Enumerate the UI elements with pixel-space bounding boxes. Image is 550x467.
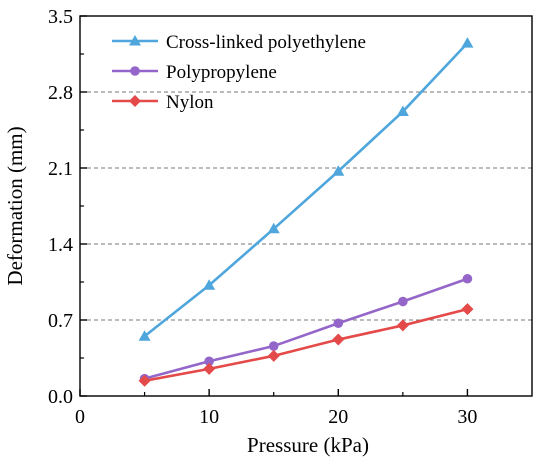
legend-item: Cross-linked polyethylene — [112, 32, 366, 53]
plot-area — [138, 37, 474, 387]
data-point — [396, 105, 409, 117]
series-line — [143, 42, 469, 338]
series-nylon — [138, 303, 474, 387]
grid-lines — [80, 91, 532, 321]
data-point — [203, 362, 216, 375]
legend-marker — [129, 35, 141, 46]
x-tick-label: 20 — [328, 406, 348, 428]
legend: Cross-linked polyethylene Polypropylene Ny… — [112, 32, 366, 113]
y-tick-label: 3.5 — [48, 6, 73, 28]
series-polypropylene — [139, 273, 473, 384]
x-axis-label: Pressure (kPa) — [247, 433, 369, 457]
x-tick-label: 0 — [75, 406, 85, 428]
y-axis-label: Deformation (mm) — [3, 126, 27, 285]
data-point — [333, 318, 344, 329]
data-point — [267, 349, 280, 362]
data-point — [461, 303, 474, 316]
axes: 0.0 0.7 1.4 2.1 2.8 3.5 0 10 20 30 — [48, 6, 533, 428]
legend-item: Polypropylene — [112, 62, 277, 83]
minor-ticks — [80, 53, 404, 396]
y-tick-label: 1.4 — [48, 234, 73, 256]
y-tick-label: 0.7 — [48, 310, 73, 332]
data-point — [138, 374, 151, 387]
data-point — [138, 330, 151, 341]
x-tick-label: 30 — [457, 406, 477, 428]
legend-label: Cross-linked polyethylene — [166, 32, 366, 53]
legend-label: Nylon — [166, 92, 214, 113]
data-point — [462, 273, 473, 284]
legend-item: Nylon — [112, 92, 214, 113]
legend-label: Polypropylene — [166, 62, 277, 83]
x-tick-label: 10 — [199, 406, 219, 428]
y-tick-label: 2.8 — [48, 82, 73, 104]
y-tick-label: 0.0 — [48, 386, 73, 408]
data-point — [267, 222, 280, 234]
data-point — [461, 37, 474, 48]
series-line — [144, 307, 468, 383]
series-cross-linked-polyethylene — [138, 37, 474, 341]
data-point — [332, 165, 345, 176]
data-point — [332, 333, 345, 346]
plot-frame — [79, 15, 533, 397]
legend-marker — [129, 95, 141, 107]
data-point — [268, 341, 279, 351]
y-tick-label: 2.1 — [48, 158, 73, 180]
data-point — [203, 279, 216, 290]
series-line — [144, 277, 468, 380]
legend-marker — [130, 66, 140, 76]
data-point — [396, 319, 409, 332]
data-point — [398, 296, 408, 307]
data-point — [204, 356, 214, 367]
